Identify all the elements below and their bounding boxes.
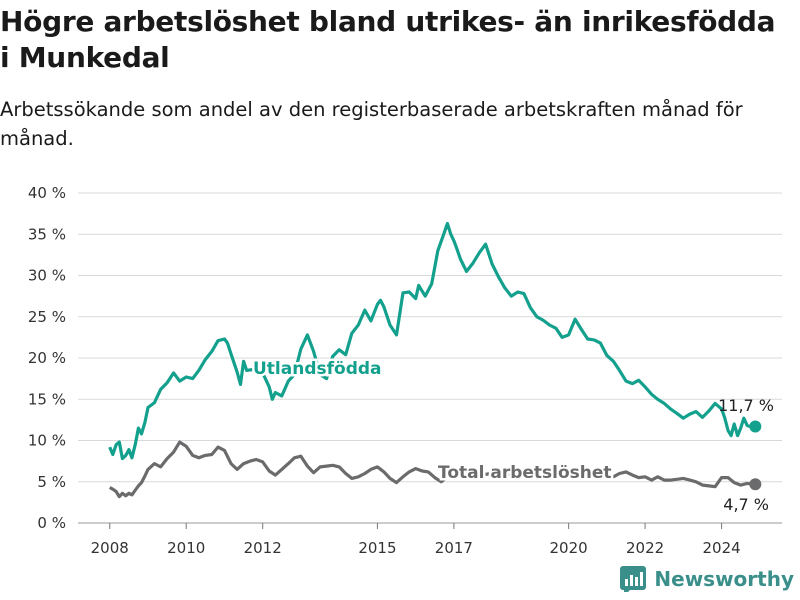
y-tick-label: 20 % bbox=[28, 349, 66, 367]
x-tick-label: 2017 bbox=[435, 539, 473, 557]
y-tick-label: 30 % bbox=[28, 267, 66, 285]
x-tick-label: 2010 bbox=[167, 539, 205, 557]
y-tick-label: 40 % bbox=[28, 184, 66, 202]
series-label-total: Total arbetslöshet bbox=[438, 463, 612, 483]
y-tick-label: 15 % bbox=[28, 390, 66, 408]
end-value-label-total: 4,7 % bbox=[723, 495, 769, 514]
brand-name: Newsworthy bbox=[654, 567, 794, 591]
series-line-total bbox=[108, 440, 754, 499]
y-axis-ticks: 0 % 5 % 10 % 15 % 20 % 25 % 30 % 35 % 40 % bbox=[28, 184, 66, 532]
y-tick-label: 5 % bbox=[37, 473, 66, 491]
series-line-utlandsfodda bbox=[108, 221, 754, 461]
end-point-total bbox=[749, 478, 762, 491]
chart-subtitle: Arbetssökande som andel av den registerb… bbox=[0, 98, 743, 150]
brand-logo[interactable]: Newsworthy bbox=[620, 564, 794, 594]
y-tick-label: 35 % bbox=[28, 225, 66, 243]
y-tick-label: 25 % bbox=[28, 308, 66, 326]
x-tick-label: 2022 bbox=[626, 539, 664, 557]
x-tick-label: 2020 bbox=[550, 539, 588, 557]
gridlines bbox=[78, 192, 782, 524]
x-tick-label: 2012 bbox=[244, 539, 282, 557]
x-axis-ticks: 2008 2010 2012 2015 2017 2020 2022 2024 bbox=[91, 523, 741, 557]
chart-title: Högre arbetslöshet bland utrikes- än inr… bbox=[0, 5, 776, 74]
x-tick-label: 2008 bbox=[91, 539, 129, 557]
x-tick-label: 2015 bbox=[358, 539, 396, 557]
series-label-utlandsfodda: Utlandsfödda bbox=[253, 359, 382, 379]
end-value-label-utlandsfodda: 11,7 % bbox=[718, 396, 774, 415]
y-tick-label: 10 % bbox=[28, 432, 66, 450]
end-point-utlandsfodda bbox=[749, 420, 762, 433]
series-labels: Utlandsfödda Total arbetslöshet 11,7 % 4,7 … bbox=[251, 357, 775, 515]
series-lines bbox=[108, 221, 762, 499]
y-tick-label: 0 % bbox=[37, 514, 66, 532]
x-tick-label: 2024 bbox=[702, 539, 740, 557]
newsworthy-logo-icon bbox=[620, 566, 647, 592]
